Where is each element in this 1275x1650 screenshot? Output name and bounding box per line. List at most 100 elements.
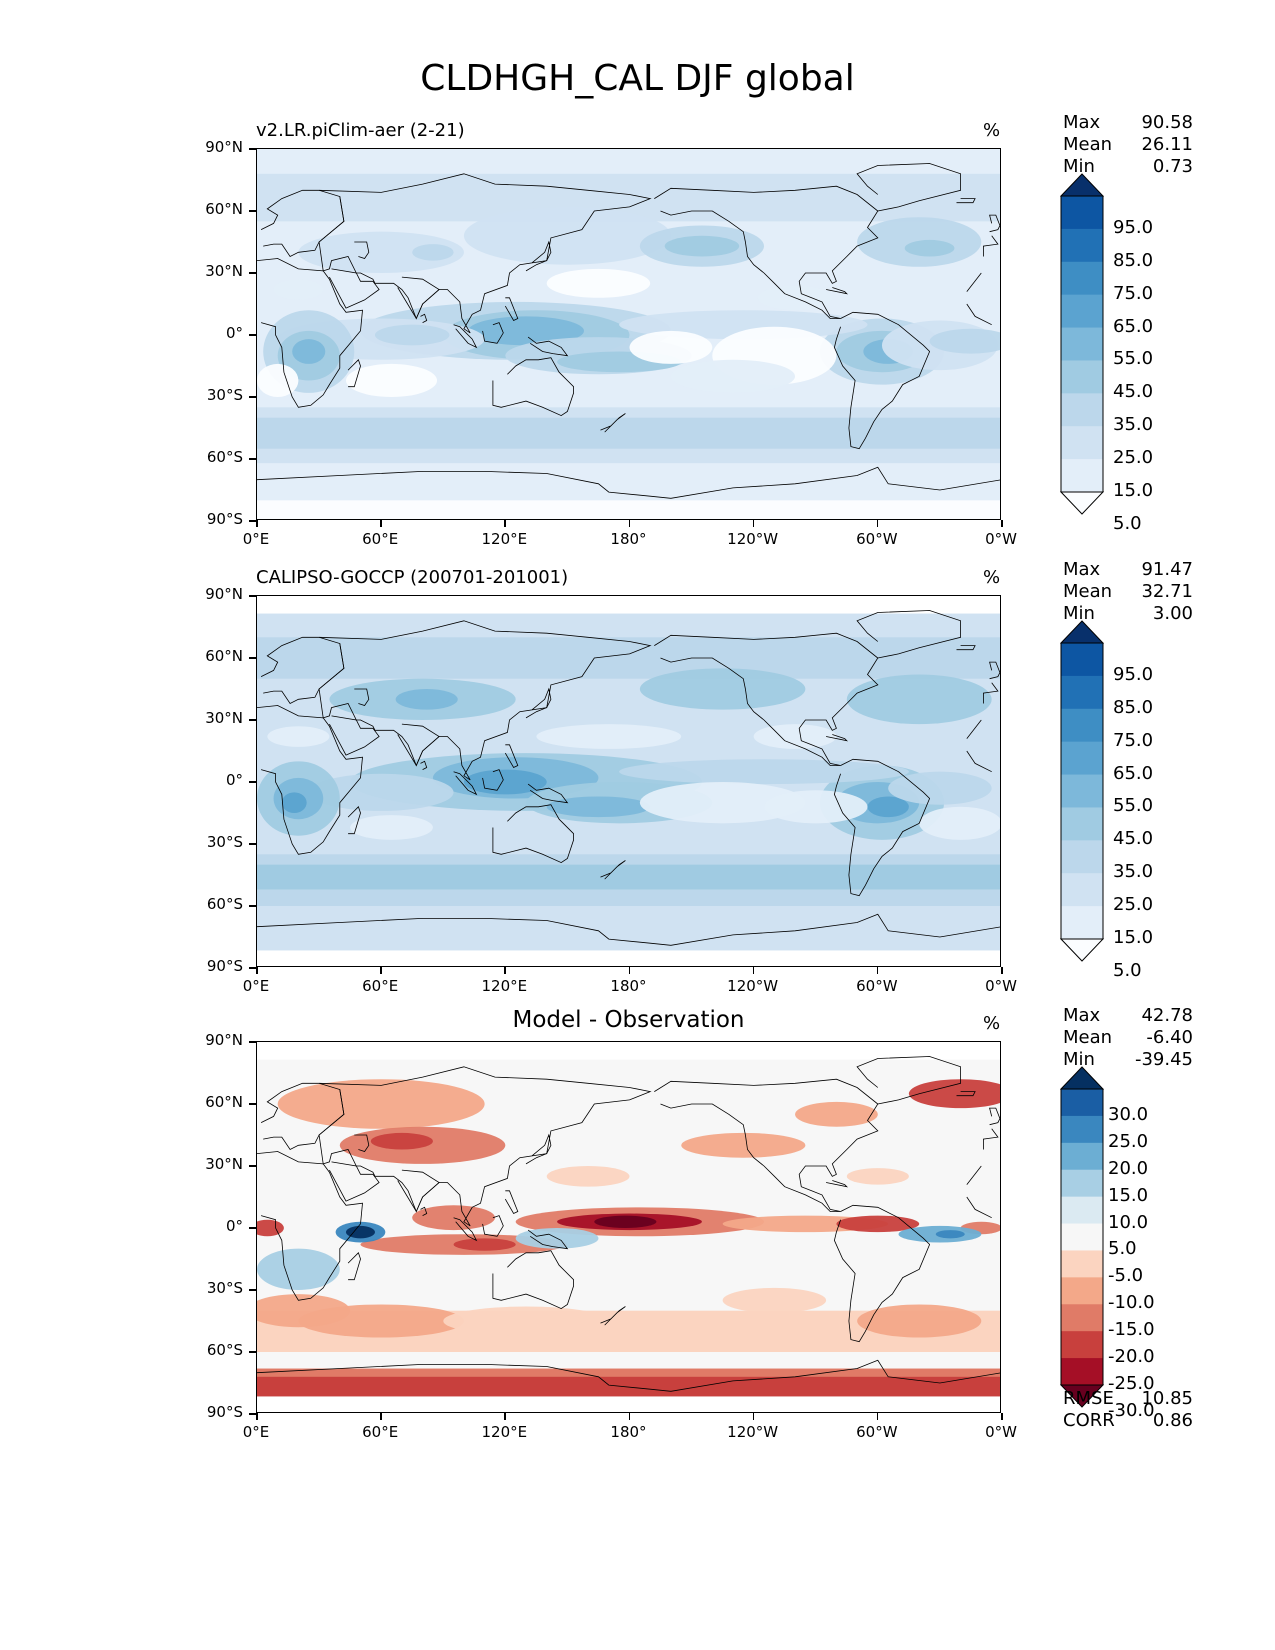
stat-row: Max 42.78: [1063, 1005, 1193, 1027]
colorbar-tick-label: -25.0: [1108, 1373, 1155, 1394]
stat-value: 26.11: [1141, 134, 1193, 155]
x-tick-label: 180°: [610, 977, 647, 995]
colorbar-tick-label: 10.0: [1108, 1211, 1149, 1233]
y-tick-mark: [249, 458, 256, 460]
coastline-southamerica: [833, 1204, 931, 1343]
field-contour: [619, 759, 909, 785]
field-contour: [629, 330, 713, 364]
y-tick-mark: [249, 781, 256, 783]
field-contour: [846, 674, 992, 725]
stat-row: Min 0.73: [1063, 156, 1193, 178]
colorbar-tick-label: 35.0: [1113, 861, 1154, 883]
stat-row: Mean -6.40: [1063, 1027, 1193, 1049]
coastline-britain: [989, 661, 1000, 680]
coastline-japan: [525, 1133, 552, 1165]
colorbar-tick-label: 25.0: [1113, 894, 1154, 916]
map-svg: [257, 596, 1000, 966]
coastline-japan: [525, 240, 552, 272]
colorbar-extend-top: [1060, 1066, 1104, 1090]
stat-label: Max: [1063, 559, 1101, 580]
y-tick-label: 90°S: [206, 510, 243, 528]
field-contour: [345, 363, 438, 397]
y-tick-mark: [249, 1413, 256, 1415]
stat-row: Mean 32.71: [1063, 581, 1193, 603]
units-label: %: [983, 567, 1001, 588]
colorbar-tick-label: 15.0: [1113, 480, 1154, 501]
y-tick-label: 30°S: [206, 833, 243, 851]
y-tick-label: 60°S: [206, 448, 243, 466]
map-plot-area: [256, 595, 1001, 967]
colorbar-segment: [1061, 1089, 1103, 1117]
field-band: [257, 950, 1000, 966]
map-svg: [257, 1042, 1000, 1412]
colorbar-tick-label: 35.0: [1113, 414, 1154, 436]
y-tick-label: 30°S: [206, 386, 243, 404]
coastline-africa: [257, 705, 992, 855]
panel-title: Model - Observation: [512, 1007, 745, 1033]
stat-value: 32.71: [1141, 581, 1193, 602]
field-contour: [904, 239, 955, 257]
x-tick-label: 120°W: [727, 1423, 779, 1441]
stat-row: RMSE 10.85: [1063, 1388, 1193, 1410]
colorbar-segment: [1061, 675, 1103, 710]
y-tick-label: 90°S: [206, 957, 243, 975]
coastline-nz: [600, 1306, 626, 1326]
x-tick-label: 0°E: [242, 1423, 270, 1441]
y-tick-mark: [249, 967, 256, 969]
coastline-india: [397, 1169, 440, 1213]
coastline-madagascar: [347, 1252, 361, 1281]
colorbar-tick-label: 30.0: [1108, 1103, 1149, 1125]
coastline-caspian: [354, 241, 370, 259]
stat-row: Min -39.45: [1063, 1049, 1193, 1071]
y-tick-label: 90°N: [205, 1031, 243, 1049]
x-tick-label: 60°E: [362, 977, 399, 995]
panel-model: v2.LR.piClim-aer (2-21)% Max 90.58 Mean 26.1…: [0, 0, 1275, 548]
field-band: [257, 1368, 1000, 1377]
colorbar-segment: [1061, 807, 1103, 841]
colorbar-tick-label: 65.0: [1113, 762, 1154, 784]
coastline-srilanka: [420, 760, 428, 770]
coastline-northamerica: [654, 632, 879, 766]
stat-label: Min: [1063, 1049, 1095, 1070]
field-contour: [463, 206, 671, 265]
y-tick-label: 30°N: [205, 262, 243, 280]
colorbar-tick-label: -10.0: [1108, 1292, 1155, 1314]
y-tick-mark: [249, 719, 256, 721]
y-tick-label: 0°: [225, 324, 243, 342]
field-contour: [412, 1205, 495, 1231]
coastline-arabia: [329, 268, 380, 309]
coastline-arabia: [329, 1161, 380, 1202]
field-contour: [463, 769, 547, 795]
field-contour: [908, 1079, 1000, 1109]
colorbar-outline: [1060, 642, 1104, 940]
map-plot-area: [256, 148, 1001, 520]
y-tick-mark: [249, 657, 256, 659]
coastline-borneo: [482, 1215, 504, 1237]
coastline-india: [397, 723, 440, 767]
x-tick-label: 60°W: [856, 1423, 898, 1441]
coastline-antarctica: [257, 466, 1000, 499]
colorbar-extend-top: [1060, 620, 1104, 644]
colorbar-segment: [1061, 228, 1103, 263]
coastline-asia: [318, 1066, 652, 1227]
colorbar-tick-label: 55.0: [1113, 348, 1154, 370]
x-tick-mark: [504, 967, 506, 974]
x-tick-mark: [504, 520, 506, 527]
x-tick-mark: [256, 520, 258, 527]
y-tick-mark: [249, 148, 256, 150]
colorbar-tick-label: 75.0: [1113, 282, 1154, 304]
x-tick-mark: [1001, 1413, 1003, 1420]
field-contour: [546, 796, 651, 818]
colorbar-tick-label: 5.0: [1113, 959, 1142, 981]
colorbar-tick-label: -20.0: [1108, 1346, 1155, 1368]
x-tick-label: 120°E: [481, 1423, 528, 1441]
colorbar-tick-label: 5.0: [1108, 1238, 1137, 1260]
x-tick-mark: [1001, 520, 1003, 527]
colorbar: [1060, 1066, 1104, 1408]
units-label: %: [983, 120, 1001, 141]
x-tick-mark: [256, 967, 258, 974]
stat-value: -6.40: [1146, 1027, 1193, 1048]
y-tick-mark: [249, 334, 256, 336]
y-tick-mark: [249, 396, 256, 398]
stat-label: Min: [1063, 156, 1095, 177]
